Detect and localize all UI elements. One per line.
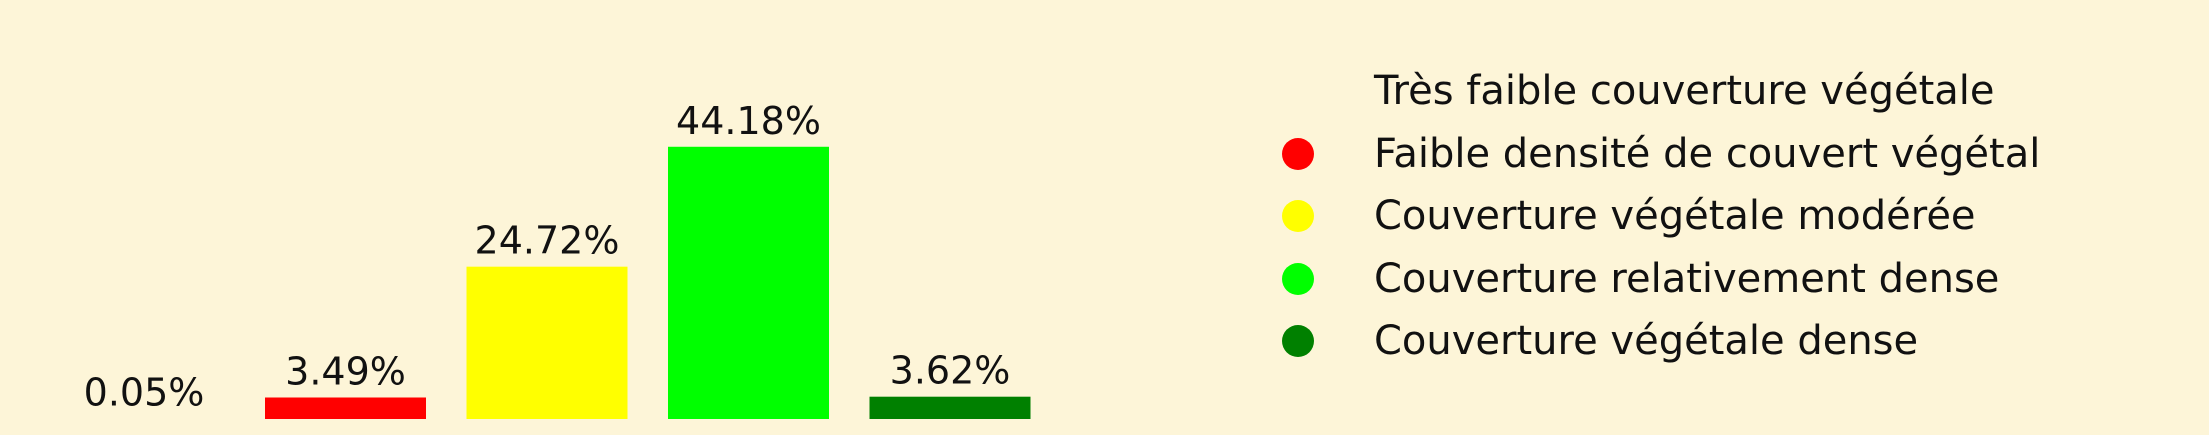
legend-label-0: Très faible couverture végétale	[1374, 68, 1995, 115]
bar-3	[668, 146, 829, 419]
data-label-1: 3.49%	[285, 349, 406, 393]
legend-label-1: Faible densité de couvert végétal	[1374, 130, 2041, 177]
legend-marker-4	[1282, 325, 1314, 358]
legend-item-4: Couverture végétale dense	[1262, 310, 2162, 373]
legend-label-3: Couverture relativement dense	[1374, 255, 2000, 302]
bar-4	[869, 396, 1031, 419]
legend-label-4: Couverture végétale dense	[1374, 318, 1919, 365]
legend-marker-0	[1282, 75, 1314, 108]
bar-1	[265, 397, 426, 419]
legend-item-2: Couverture végétale modérée	[1262, 185, 2162, 248]
legend-marker-3	[1282, 262, 1314, 295]
data-label-4: 3.62%	[890, 349, 1011, 393]
data-label-0: 0.05%	[84, 371, 205, 415]
legend-item-3: Couverture relativement dense	[1262, 248, 2162, 311]
legend-item-0: Très faible couverture végétale	[1262, 60, 2162, 123]
data-label-2: 24.72%	[475, 219, 620, 263]
legend: Très faible couverture végétale Faible d…	[1262, 60, 2162, 373]
legend-marker-1	[1282, 137, 1314, 170]
legend-item-1: Faible densité de couvert végétal	[1262, 123, 2162, 186]
legend-marker-2	[1282, 200, 1314, 233]
data-label-3: 44.18%	[676, 99, 821, 143]
legend-label-2: Couverture végétale modérée	[1374, 193, 1976, 240]
bar-2	[466, 266, 628, 419]
